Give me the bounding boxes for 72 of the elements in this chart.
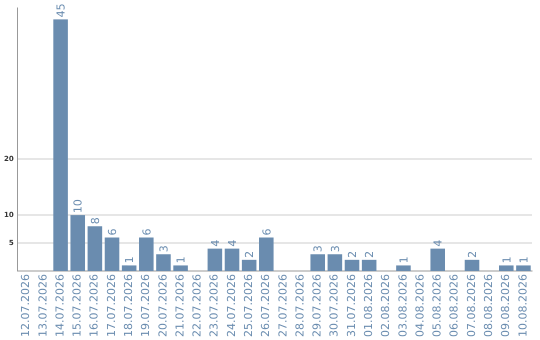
bar [464, 260, 480, 272]
x-tick-label: 03.08.2026 [396, 274, 410, 338]
data-label: 3 [157, 245, 170, 252]
bar [88, 226, 102, 272]
x-tick-label: 04.08.2026 [413, 274, 426, 338]
x-tick-label: 16.07.2026 [88, 274, 101, 338]
bar [139, 237, 154, 272]
bar [224, 248, 240, 272]
x-tick-label: 14.07.2026 [53, 274, 66, 338]
bar [516, 265, 531, 272]
data-label: 4 [226, 240, 240, 247]
x-tick-label: 02.08.2026 [379, 274, 392, 338]
bar [344, 260, 360, 272]
data-label: 2 [466, 250, 480, 258]
data-label: 1 [517, 256, 530, 264]
bar [396, 265, 411, 272]
data-label: 8 [88, 217, 102, 224]
bar [53, 19, 68, 272]
bar [328, 254, 342, 272]
bar [70, 215, 86, 272]
x-tick-label: 01.08.2026 [362, 274, 376, 338]
x-tick-label: 21.07.2026 [173, 274, 186, 338]
data-label: 2 [243, 250, 256, 258]
data-label: 6 [140, 228, 154, 236]
data-label: 3 [312, 245, 325, 252]
bar [362, 260, 376, 272]
x-tick-label: 24.07.2026 [224, 274, 238, 338]
x-tick-label: 20.07.2026 [156, 274, 170, 338]
bar [208, 248, 222, 272]
data-label: 1 [397, 256, 410, 264]
bar [156, 254, 171, 272]
data-label: 10 [72, 199, 85, 214]
x-tick-label: 12.07.2026 [19, 274, 32, 338]
bar [499, 265, 514, 272]
data-label: 1 [174, 256, 188, 264]
data-label: 1 [123, 256, 136, 264]
bar [242, 260, 256, 272]
x-tick-label: 26.07.2026 [259, 274, 272, 338]
data-label: 2 [346, 250, 360, 258]
bar [310, 254, 326, 272]
data-label: 3 [328, 245, 342, 252]
bar [259, 237, 274, 272]
x-tick-label: 05.08.2026 [430, 274, 444, 338]
x-tick-label: 18.07.2026 [122, 274, 136, 338]
x-tick-label: 27.07.2026 [276, 274, 290, 338]
bar [122, 265, 136, 272]
x-tick-label: 25.07.2026 [242, 274, 256, 338]
x-tick-label: 22.07.2026 [190, 274, 204, 338]
data-label: 6 [260, 228, 274, 236]
data-label: 2 [363, 250, 376, 258]
x-tick-label: 30.07.2026 [328, 274, 341, 338]
x-tick-label: 29.07.2026 [310, 274, 324, 338]
bar [173, 265, 188, 272]
x-tick-label: 13.07.2026 [36, 274, 50, 338]
x-tick-label: 15.07.2026 [70, 274, 84, 338]
bar [430, 248, 446, 272]
x-tick-label: 10.08.2026 [516, 274, 530, 338]
x-tick-label: 31.07.2026 [344, 274, 358, 338]
x-tick-label: 23.07.2026 [208, 274, 221, 338]
data-label: 6 [106, 228, 120, 236]
x-tick-label: 06.08.2026 [448, 274, 461, 338]
x-tick-label: 28.07.2026 [293, 274, 306, 338]
bar [104, 237, 120, 272]
data-label: 4 [432, 240, 445, 247]
x-tick-label: 08.08.2026 [482, 274, 496, 338]
data-label: 1 [500, 256, 514, 264]
x-tick-label: 17.07.2026 [104, 274, 118, 338]
data-label: 45 [54, 3, 68, 18]
x-tick-label: 07.08.2026 [464, 274, 478, 338]
x-tick-label: 09.08.2026 [499, 274, 512, 338]
x-tick-label: 19.07.2026 [139, 274, 152, 338]
data-label: 4 [208, 240, 222, 247]
